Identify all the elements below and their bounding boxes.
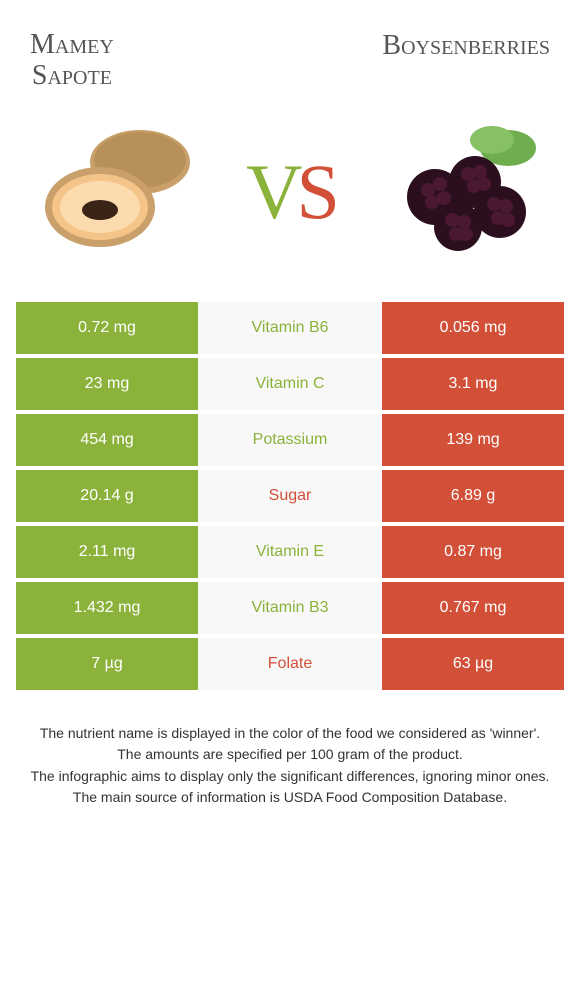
table-row: 7 µgFolate63 µg: [16, 638, 564, 690]
right-value: 6.89 g: [382, 470, 564, 522]
left-value: 23 mg: [16, 358, 198, 410]
footer-line: The main source of information is USDA F…: [31, 788, 550, 808]
table-row: 0.72 mgVitamin B60.056 mg: [16, 302, 564, 354]
nutrient-label: Vitamin E: [198, 526, 382, 578]
right-value: 0.767 mg: [382, 582, 564, 634]
header: Mamey Sapote Boysenberries: [0, 0, 580, 102]
footer-line: The nutrient name is displayed in the co…: [31, 724, 550, 744]
vs-v: V: [246, 148, 296, 235]
table-row: 23 mgVitamin C3.1 mg: [16, 358, 564, 410]
nutrient-label: Vitamin B6: [198, 302, 382, 354]
right-value: 139 mg: [382, 414, 564, 466]
left-value: 0.72 mg: [16, 302, 198, 354]
nutrient-label: Folate: [198, 638, 382, 690]
vs-label: VS: [246, 147, 334, 237]
table-row: 454 mgPotassium139 mg: [16, 414, 564, 466]
hero-row: VS: [0, 102, 580, 302]
nutrient-table: 0.72 mgVitamin B60.056 mg23 mgVitamin C3…: [16, 302, 564, 694]
title-left-line1: Mamey: [30, 29, 114, 60]
left-value: 7 µg: [16, 638, 198, 690]
mamey-sapote-image: [30, 122, 200, 262]
right-value: 0.056 mg: [382, 302, 564, 354]
title-left-line2: Sapote: [32, 60, 112, 91]
right-value: 3.1 mg: [382, 358, 564, 410]
left-value: 20.14 g: [16, 470, 198, 522]
boysenberries-image: [380, 122, 550, 262]
vs-s: S: [296, 148, 333, 235]
footer-line: The amounts are specified per 100 gram o…: [31, 745, 550, 765]
footer-notes: The nutrient name is displayed in the co…: [11, 694, 570, 810]
table-row: 1.432 mgVitamin B30.767 mg: [16, 582, 564, 634]
table-row: 20.14 gSugar6.89 g: [16, 470, 564, 522]
footer-line: The infographic aims to display only the…: [31, 767, 550, 787]
left-value: 2.11 mg: [16, 526, 198, 578]
table-row: 2.11 mgVitamin E0.87 mg: [16, 526, 564, 578]
left-value: 454 mg: [16, 414, 198, 466]
nutrient-label: Vitamin B3: [198, 582, 382, 634]
title-left: Mamey Sapote: [30, 30, 114, 92]
right-value: 63 µg: [382, 638, 564, 690]
nutrient-label: Vitamin C: [198, 358, 382, 410]
nutrient-label: Sugar: [198, 470, 382, 522]
title-right: Boysenberries: [382, 30, 550, 92]
nutrient-label: Potassium: [198, 414, 382, 466]
right-value: 0.87 mg: [382, 526, 564, 578]
left-value: 1.432 mg: [16, 582, 198, 634]
